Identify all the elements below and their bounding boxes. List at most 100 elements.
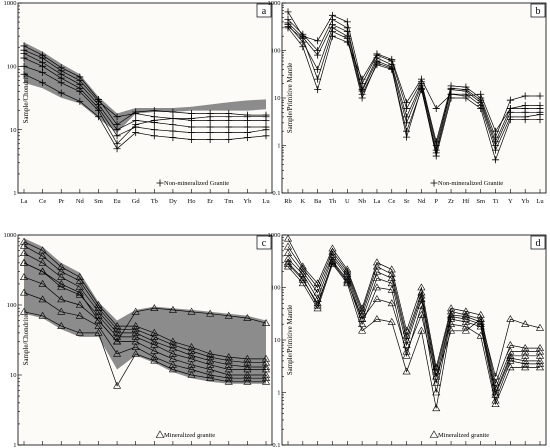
data-point [506, 105, 514, 113]
y-tick-label: 100 [7, 302, 17, 309]
data-point [432, 152, 440, 160]
data-point [131, 307, 140, 315]
data-point [75, 290, 84, 298]
data-point [57, 295, 66, 303]
data-point [536, 116, 544, 124]
data-point [150, 356, 159, 364]
data-point [38, 258, 47, 266]
data-point [417, 75, 425, 83]
data-point [39, 68, 47, 76]
data-point [113, 325, 122, 333]
data-point [328, 259, 337, 267]
data-point [388, 64, 396, 72]
x-tick-label: Lu [262, 198, 270, 205]
data-point [477, 90, 485, 98]
data-point [432, 404, 441, 412]
data-point [284, 8, 292, 16]
data-point [76, 97, 84, 105]
data-point [168, 349, 177, 357]
data-point [521, 359, 530, 367]
data-point [19, 258, 29, 266]
data-point [187, 346, 196, 354]
data-point [19, 237, 29, 245]
data-point [372, 274, 381, 282]
y-tick-label: 1000 [268, 0, 281, 7]
data-point [113, 332, 122, 340]
data-point [57, 89, 65, 97]
y-tick-label: 0.1 [272, 190, 280, 197]
data-point [57, 307, 66, 315]
data-point [169, 115, 177, 123]
series-line [284, 23, 544, 164]
y-tick-label: 10 [274, 95, 281, 102]
data-point [432, 388, 441, 396]
x-tick-label: Tb [151, 198, 158, 205]
panel-d: 0.11101001000RbKBaThUNbLaCeSrNdPZrHfSmTi… [268, 232, 547, 448]
x-tick-label: P [434, 198, 438, 205]
data-point [477, 105, 485, 113]
data-point [492, 146, 500, 154]
data-point [187, 343, 196, 350]
x-tick-label: Yb [243, 198, 251, 205]
data-point [169, 121, 177, 129]
data-point [299, 43, 307, 51]
data-point [387, 274, 396, 282]
data-point [358, 75, 366, 83]
y-tick-label: 1000 [4, 0, 17, 7]
data-point [387, 317, 396, 325]
data-point [206, 113, 214, 121]
data-point [206, 360, 215, 368]
data-point [187, 307, 196, 315]
data-point [283, 254, 293, 262]
x-tick-label: Sr [404, 198, 411, 205]
series-line [284, 24, 544, 135]
data-point [261, 354, 271, 362]
data-point [168, 365, 177, 373]
data-point [491, 400, 500, 407]
data-point [224, 370, 233, 378]
data-point [521, 363, 530, 371]
data-point [19, 288, 29, 296]
data-point [476, 331, 485, 339]
range-band [24, 42, 266, 133]
data-point [299, 34, 307, 42]
data-point [314, 37, 322, 45]
data-point [131, 343, 140, 350]
data-point [94, 321, 103, 329]
data-point [506, 315, 515, 322]
data-point [150, 328, 159, 336]
x-tick-label: Ce [39, 198, 46, 205]
data-point [506, 116, 514, 124]
data-point [150, 126, 158, 134]
data-point [113, 113, 121, 121]
y-tick-label: 10 [10, 127, 17, 134]
x-tick-label: U [345, 198, 350, 205]
series-line [283, 258, 545, 380]
data-point [187, 351, 196, 359]
panel-label: b [536, 6, 541, 17]
y-tick-label: 1000 [4, 232, 17, 239]
x-tick-label: Pr [58, 198, 65, 205]
x-tick-label: Yb [521, 198, 529, 205]
data-point [284, 24, 292, 32]
data-point [169, 134, 177, 142]
data-point [224, 311, 233, 319]
data-point [243, 370, 252, 378]
data-point [131, 325, 140, 333]
data-point [39, 62, 47, 70]
data-point [358, 326, 367, 334]
data-point [57, 262, 66, 270]
legend-label: Non-mineralized Granite [164, 180, 229, 187]
data-point [206, 309, 215, 317]
data-point [372, 262, 381, 270]
data-point [461, 315, 470, 322]
data-point [535, 347, 545, 355]
legend-label: Non-mineralized Granite [438, 180, 503, 187]
panel-label: c [262, 238, 267, 249]
y-axis-label: Sample/Primitive Mantle [286, 63, 294, 134]
x-tick-label: Nb [358, 198, 366, 205]
data-point [521, 116, 529, 124]
data-point [402, 351, 411, 359]
data-point [521, 344, 530, 351]
